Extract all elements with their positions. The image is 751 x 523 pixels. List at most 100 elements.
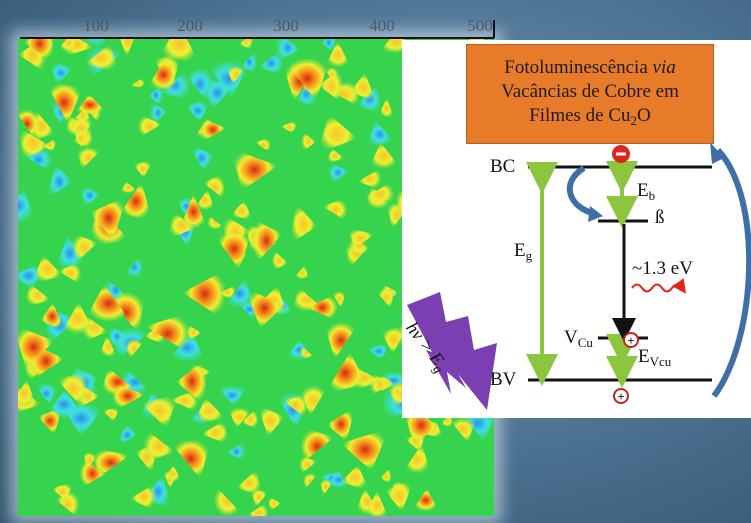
surface-grain [298, 384, 329, 416]
surface-grain [18, 379, 37, 408]
tick-label: 300 [273, 16, 299, 35]
surface-grain [282, 393, 310, 418]
surface-grain [225, 65, 247, 85]
surface-grain [327, 407, 356, 442]
surface-grain [99, 335, 118, 358]
surface-grain [365, 120, 394, 149]
surface-grain [302, 472, 319, 490]
surface-grain [79, 184, 101, 207]
surface-grain [58, 38, 79, 53]
surface-grain [119, 38, 135, 57]
surface-grain [107, 324, 127, 349]
surface-grain [327, 470, 351, 490]
surface-grain [324, 351, 366, 394]
surface-grain [137, 114, 162, 139]
surface-grain [60, 301, 96, 336]
title-line-2: Vacâncias de Cobre em [501, 80, 679, 102]
surface-grain [350, 72, 377, 103]
surface-grain [215, 385, 249, 406]
surface-grain [194, 189, 216, 211]
surface-grain [119, 182, 152, 221]
surface-grain [24, 283, 51, 308]
surface-grain [289, 203, 317, 245]
surface-grain [18, 126, 50, 160]
surface-grain [390, 385, 405, 398]
surface-grain [76, 146, 102, 170]
tick-label: 400 [369, 16, 395, 35]
surface-grain [213, 483, 243, 516]
surface-grain [193, 397, 226, 424]
surface-grain [299, 344, 315, 360]
surface-grain [124, 338, 145, 359]
surface-grain [226, 406, 253, 428]
title-line-3: Filmes de Cu2O [529, 104, 651, 128]
return-curve-arrow [711, 147, 751, 398]
surface-grain [322, 197, 349, 222]
tick-label: 100 [83, 16, 109, 35]
surface-grain [206, 214, 225, 231]
svg-text:+: + [627, 334, 634, 348]
hole-icon [623, 332, 639, 348]
surface-grain [340, 428, 390, 471]
surface-grain [179, 194, 208, 230]
surface-grain [45, 164, 73, 200]
emission-energy-label: ~1.3 eV [632, 258, 693, 279]
evcu-label: EVcu [638, 346, 672, 369]
bc-label: BC [490, 156, 516, 177]
surface-grain [119, 181, 138, 194]
surface-grain [364, 491, 388, 516]
surface-grain [201, 420, 230, 445]
surface-grain [42, 137, 57, 152]
surface-grain [102, 407, 121, 422]
relaxation-curve-arrow [566, 165, 597, 217]
surface-grain [49, 61, 73, 85]
surface-grain [58, 261, 83, 286]
surface-grain [73, 94, 106, 116]
surface-grain [54, 235, 86, 272]
surface-grain [129, 77, 146, 89]
surface-grain [147, 58, 180, 92]
surface-grain [71, 127, 91, 149]
surface-grain [185, 323, 202, 342]
surface-grain [367, 342, 391, 360]
surface-grain [215, 228, 253, 270]
lightning-icon [407, 292, 497, 410]
surface-grain [18, 187, 36, 224]
surface-grain [235, 469, 263, 496]
vcu-label: VCu [564, 327, 593, 350]
surface-grain [203, 174, 227, 201]
surface-grain [230, 200, 253, 221]
surface-grain [340, 464, 370, 491]
surface-grain [124, 256, 144, 279]
beta-label: ß [655, 207, 665, 228]
surface-grain [176, 358, 208, 405]
surface-grain [324, 66, 340, 84]
surface-grain [182, 269, 228, 319]
surface-grain [133, 160, 153, 178]
surface-grain [116, 424, 138, 446]
surface-grain [224, 278, 256, 309]
surface-grain [283, 56, 331, 100]
photon-wave [631, 278, 687, 294]
surface-grain [18, 108, 40, 140]
surface-grain [32, 255, 63, 284]
surface-grain [45, 81, 83, 124]
surface-grain [140, 394, 179, 429]
surface-grain [185, 99, 211, 123]
title-line-1: Fotoluminescência via [504, 56, 676, 78]
surface-grain [326, 148, 344, 164]
surface-grain [316, 114, 358, 154]
surface-grain [110, 382, 145, 410]
surface-grain [170, 438, 212, 479]
surface-grain [318, 478, 333, 496]
surface-grain [299, 427, 335, 465]
surface-grain [90, 196, 128, 240]
surface-grain [202, 75, 233, 110]
surface-grain [385, 479, 414, 512]
hole-icon [613, 388, 629, 404]
surface-grain [324, 41, 352, 69]
surface-grain [226, 441, 247, 462]
surface-grain [199, 117, 226, 143]
surface-grain [380, 467, 392, 485]
